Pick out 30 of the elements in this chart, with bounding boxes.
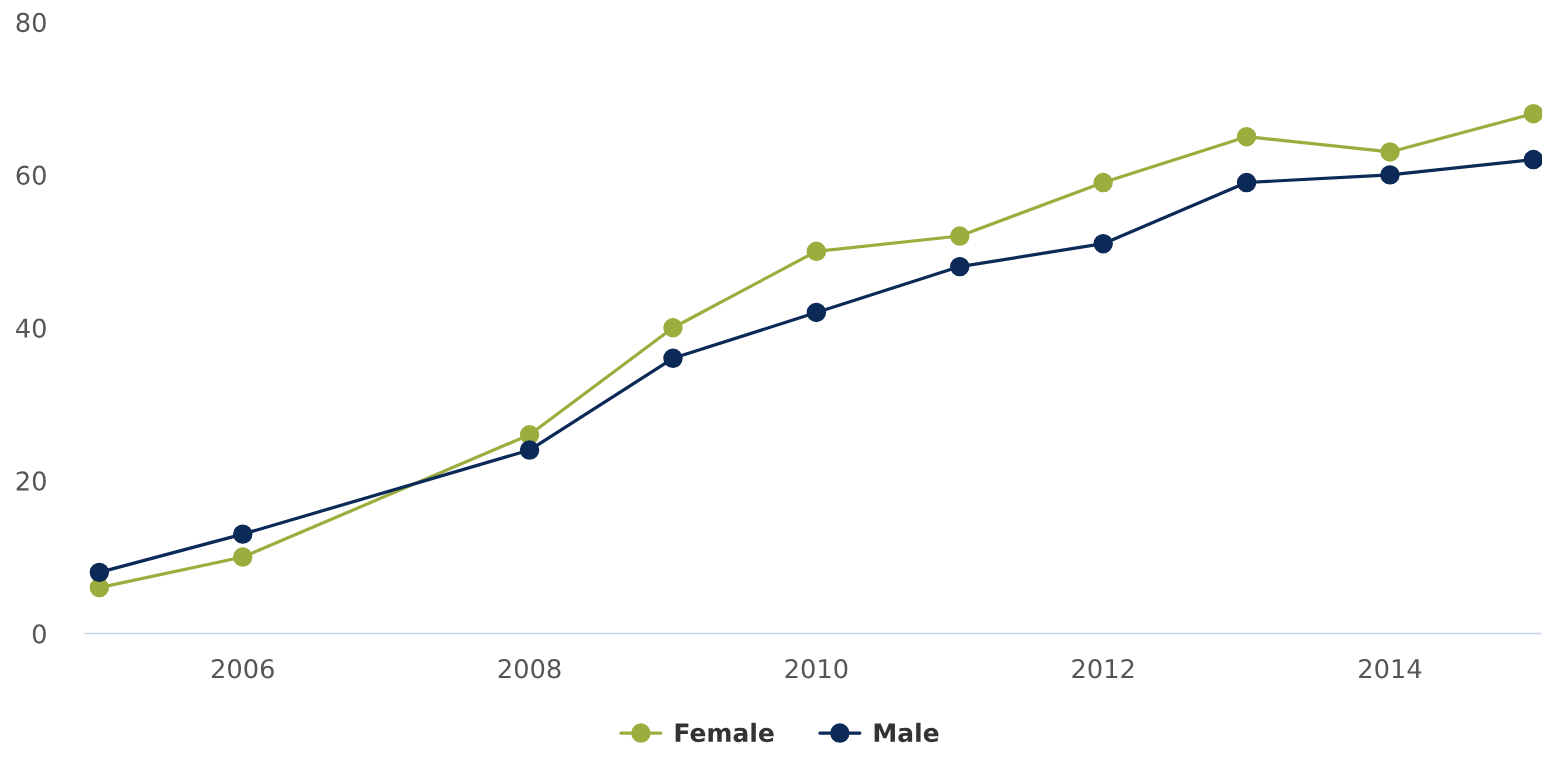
point bbox=[806, 241, 827, 262]
point bbox=[1236, 172, 1257, 193]
x-tick-label: 2010 bbox=[785, 658, 848, 679]
point bbox=[1093, 172, 1113, 193]
point bbox=[1523, 104, 1542, 124]
point bbox=[1523, 149, 1542, 170]
point bbox=[950, 226, 970, 246]
point bbox=[1236, 126, 1257, 147]
legend-label: Female bbox=[675, 722, 774, 743]
y-tick-label: 20 bbox=[16, 471, 46, 491]
point bbox=[663, 348, 683, 369]
point bbox=[1380, 142, 1400, 162]
x-tick-label: 2014 bbox=[1359, 658, 1422, 679]
y-tick-label: 80 bbox=[16, 12, 46, 33]
point bbox=[950, 256, 970, 277]
y-tick-label: 0 bbox=[32, 624, 46, 644]
y-tick-label: 40 bbox=[16, 318, 46, 338]
y-tick-label: 60 bbox=[16, 165, 46, 185]
point bbox=[233, 524, 253, 544]
legend-label: Male bbox=[874, 722, 939, 743]
x-tick-label: 2006 bbox=[211, 658, 274, 679]
point bbox=[806, 302, 827, 323]
x-tick-label: 2008 bbox=[498, 658, 561, 679]
point bbox=[1093, 233, 1113, 254]
point bbox=[663, 318, 683, 338]
point bbox=[1380, 165, 1400, 185]
x-tick-label: 2012 bbox=[1072, 658, 1134, 679]
point bbox=[233, 547, 253, 567]
point bbox=[519, 440, 540, 460]
point bbox=[89, 562, 110, 583]
